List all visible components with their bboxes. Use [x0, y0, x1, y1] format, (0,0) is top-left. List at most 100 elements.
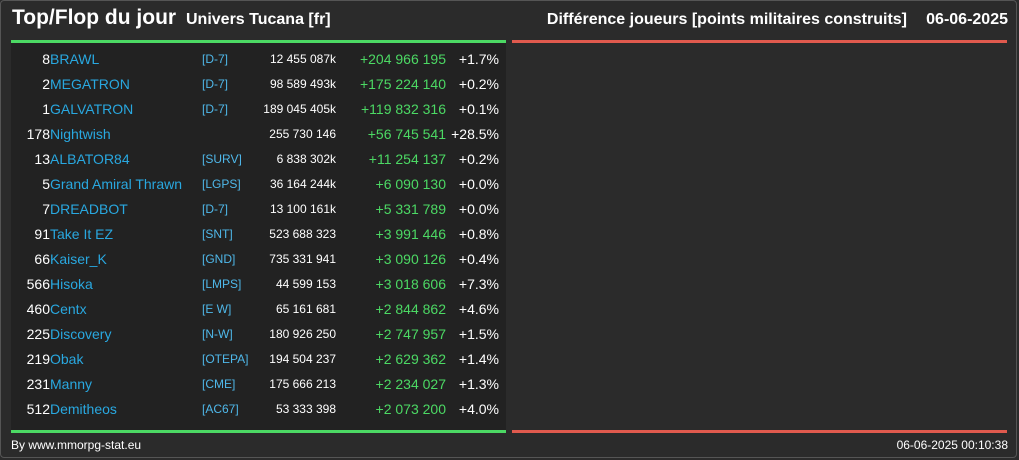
alliance-link[interactable]: [D-7] — [202, 77, 229, 91]
table-row: 1 GALVATRON [D-7] 189 045 405k +119 832 316 +… — [11, 97, 506, 122]
difference-cell: +3 991 446 — [375, 226, 446, 242]
player-link[interactable]: Obak — [50, 351, 84, 367]
table-row: 178 Nightwish 255 730 146 +56 745 541 +28.5% — [11, 122, 506, 147]
difference-cell: +2 747 957 — [375, 326, 446, 342]
points-cell: 65 161 681 — [275, 302, 336, 316]
percent-cell: +0.0% — [458, 201, 499, 217]
percent-cell: +1.5% — [458, 326, 499, 342]
player-link[interactable]: Manny — [50, 376, 93, 392]
top-panel-bottom-divider — [11, 430, 506, 433]
table-row: 460 Centx [E W] 65 161 681 +2 844 862 +4.6% — [11, 297, 506, 322]
difference-cell: +119 832 316 — [361, 101, 446, 117]
points-cell: 189 045 405k — [263, 102, 336, 116]
difference-cell: +11 254 137 — [368, 151, 446, 167]
player-link[interactable]: Hisoka — [50, 276, 93, 292]
alliance-link[interactable]: [D-7] — [202, 102, 229, 116]
alliance-link[interactable]: [SNT] — [202, 227, 233, 241]
rank-cell: 178 — [26, 126, 50, 142]
points-cell: 53 333 398 — [275, 402, 336, 416]
table-row: 219 Obak [OTEPA] 194 504 237 +2 629 362 +1.4% — [11, 347, 506, 372]
table-row: 512 Demitheos [AC67] 53 333 398 +2 073 200 +4… — [11, 397, 506, 422]
difference-cell: +3 090 126 — [375, 251, 446, 267]
percent-cell: +28.5% — [451, 126, 499, 142]
rank-cell: 91 — [34, 226, 50, 242]
player-link[interactable]: Centx — [50, 301, 87, 317]
percent-cell: +1.3% — [458, 376, 499, 392]
alliance-link[interactable]: [OTEPA] — [202, 352, 249, 366]
percent-cell: +4.0% — [458, 401, 499, 417]
universe-label: Univers Tucana [fr] — [186, 11, 331, 28]
player-link[interactable]: Grand Amiral Thrawn — [50, 176, 183, 192]
player-link[interactable]: Demitheos — [50, 401, 117, 417]
player-link[interactable]: MEGATRON — [50, 76, 130, 92]
difference-cell: +2 629 362 — [375, 351, 446, 367]
table-row: 2 MEGATRON [D-7] 98 589 493k +175 224 140 +0.… — [11, 72, 506, 97]
footer-credit[interactable]: By www.mmorpg-stat.eu — [11, 438, 142, 452]
player-link[interactable]: GALVATRON — [50, 101, 134, 117]
rank-cell: 5 — [42, 176, 50, 192]
table-row: 225 Discovery [N-W] 180 926 250 +2 747 957 +1… — [11, 322, 506, 347]
points-cell: 255 730 146 — [269, 127, 336, 141]
alliance-link[interactable]: [CME] — [202, 377, 236, 391]
rank-cell: 219 — [26, 351, 50, 367]
difference-cell: +2 844 862 — [375, 301, 446, 317]
rank-cell: 7 — [42, 201, 50, 217]
alliance-link[interactable]: [GND] — [202, 252, 236, 266]
rank-cell: 460 — [26, 301, 50, 317]
difference-cell: +175 224 140 — [359, 76, 446, 92]
alliance-link[interactable]: [SURV] — [202, 152, 242, 166]
player-link[interactable]: BRAWL — [50, 51, 100, 67]
flop-players-panel — [512, 43, 1007, 430]
metric-label: Différence joueurs [points militaires co… — [546, 11, 907, 28]
points-cell: 6 838 302k — [276, 152, 336, 166]
rank-cell: 225 — [26, 326, 50, 342]
points-cell: 44 599 153 — [275, 277, 336, 291]
table-row: 66 Kaiser_K [GND] 735 331 941 +3 090 126 +0.4… — [11, 247, 506, 272]
alliance-link[interactable]: [LMPS] — [202, 277, 242, 291]
alliance-link[interactable]: [D-7] — [202, 202, 229, 216]
date-label: 06-06-2025 — [926, 11, 1008, 28]
points-cell: 735 331 941 — [269, 252, 336, 266]
player-link[interactable]: DREADBOT — [50, 201, 128, 217]
percent-cell: +0.0% — [458, 176, 499, 192]
rank-cell: 8 — [42, 51, 50, 67]
difference-cell: +56 745 541 — [367, 126, 446, 142]
player-link[interactable]: Take It EZ — [50, 226, 114, 242]
rank-cell: 66 — [34, 251, 50, 267]
alliance-link[interactable]: [N-W] — [202, 327, 233, 341]
table-row: 13 ALBATOR84 [SURV] 6 838 302k +11 254 137 +0… — [11, 147, 506, 172]
percent-cell: +4.6% — [458, 301, 499, 317]
player-link[interactable]: Discovery — [50, 326, 112, 342]
points-cell: 180 926 250 — [269, 327, 336, 341]
points-cell: 194 504 237 — [269, 352, 336, 366]
difference-cell: +6 090 130 — [375, 176, 446, 192]
top-panel-top-divider — [11, 40, 506, 43]
rank-cell: 13 — [34, 151, 50, 167]
player-link[interactable]: Nightwish — [50, 126, 111, 142]
points-cell: 523 688 323 — [269, 227, 336, 241]
points-cell: 36 164 244k — [269, 177, 336, 191]
rank-cell: 566 — [26, 276, 50, 292]
points-cell: 13 100 161k — [269, 202, 336, 216]
points-cell: 98 589 493k — [269, 77, 336, 91]
alliance-link[interactable]: [D-7] — [202, 52, 229, 66]
player-link[interactable]: Kaiser_K — [50, 251, 107, 267]
percent-cell: +1.7% — [458, 51, 499, 67]
percent-cell: +0.2% — [458, 151, 499, 167]
difference-cell: +3 018 606 — [375, 276, 446, 292]
footer-timestamp: 06-06-2025 00:10:38 — [896, 438, 1008, 452]
difference-cell: +2 234 027 — [375, 376, 446, 392]
rank-cell: 1 — [42, 101, 50, 117]
percent-cell: +0.8% — [458, 226, 499, 242]
player-link[interactable]: ALBATOR84 — [50, 151, 130, 167]
difference-cell: +5 331 789 — [375, 201, 446, 217]
difference-cell: +2 073 200 — [375, 401, 446, 417]
table-row: 7 DREADBOT [D-7] 13 100 161k +5 331 789 +0.0% — [11, 197, 506, 222]
alliance-link[interactable]: [LGPS] — [202, 177, 241, 191]
alliance-link[interactable]: [E W] — [202, 302, 232, 316]
alliance-link[interactable]: [AC67] — [202, 402, 239, 416]
flop-panel-top-divider — [512, 40, 1007, 43]
table-row: 8 BRAWL [D-7] 12 455 087k +204 966 195 +1.7% — [11, 47, 506, 72]
flop-panel-bottom-divider — [512, 430, 1007, 433]
